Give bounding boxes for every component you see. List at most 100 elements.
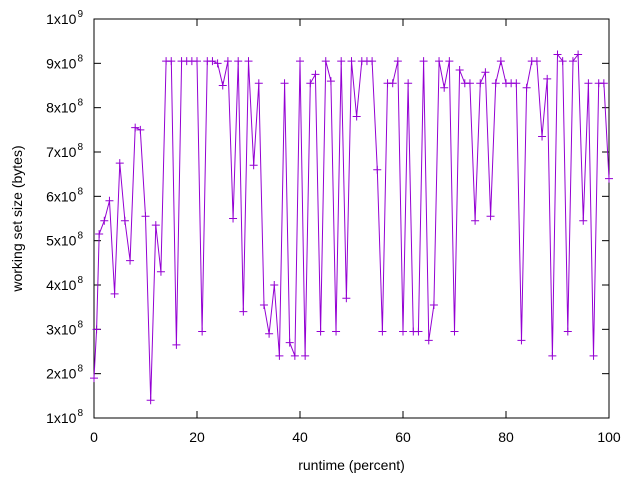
data-point-marker (352, 112, 361, 121)
data-point-marker (589, 351, 598, 360)
data-point-marker (568, 57, 577, 66)
data-point-marker (244, 57, 253, 66)
y-tick-label: 2x108 (46, 364, 83, 382)
data-point-marker (424, 336, 433, 345)
data-point-marker (471, 216, 480, 225)
y-tick-exponent: 8 (77, 142, 83, 153)
data-point-marker (311, 70, 320, 79)
data-point-marker (131, 123, 140, 132)
data-point-marker (481, 68, 490, 77)
data-point-marker (280, 79, 289, 88)
y-tick-label: 3x108 (46, 319, 83, 337)
y-tick-label: 4x108 (46, 275, 83, 293)
x-tick-label: 80 (498, 429, 514, 445)
y-tick-mantissa: 1x10 (46, 11, 77, 27)
y-tick-exponent: 8 (77, 98, 83, 109)
y-tick-exponent: 8 (77, 53, 83, 64)
data-point-marker (378, 327, 387, 336)
x-tick-label: 40 (292, 429, 308, 445)
data-point-marker (92, 325, 101, 334)
data-point-marker (404, 79, 413, 88)
series-working-set (90, 50, 613, 405)
data-point-marker (532, 57, 541, 66)
y-tick-label: 7x108 (46, 142, 83, 160)
data-point-marker (337, 57, 346, 66)
y-tick-exponent: 8 (77, 319, 83, 330)
y-tick-label: 5x108 (46, 231, 83, 249)
data-point-marker (512, 79, 521, 88)
data-point-marker (198, 327, 207, 336)
data-point-marker (90, 374, 98, 383)
x-tick-label: 20 (189, 429, 205, 445)
data-point-marker (429, 300, 438, 309)
data-point-marker (599, 79, 608, 88)
data-point-marker (218, 81, 227, 90)
data-point-marker (414, 327, 423, 336)
y-tick-label: 1x109 (46, 9, 83, 27)
data-point-marker (285, 338, 294, 347)
data-point-marker (172, 340, 181, 349)
data-point-marker (105, 196, 114, 205)
data-point-marker (265, 329, 274, 338)
y-tick-mantissa: 7x10 (46, 144, 77, 160)
y-tick-mantissa: 2x10 (46, 366, 77, 382)
data-point-marker (342, 294, 351, 303)
data-point-marker (146, 396, 155, 405)
y-axis-ticks: 1x1082x1083x1084x1085x1086x1087x1088x108… (46, 9, 609, 426)
data-point-marker (465, 79, 474, 88)
data-point-marker (301, 351, 310, 360)
data-point-marker (450, 327, 459, 336)
y-tick-exponent: 9 (77, 9, 83, 20)
data-point-marker (213, 59, 222, 68)
data-point-marker (558, 57, 567, 66)
x-tick-label: 0 (90, 429, 98, 445)
y-axis-label: working set size (bytes) (9, 145, 25, 292)
data-point-marker (141, 212, 150, 221)
data-point-marker (234, 57, 243, 66)
data-point-marker (491, 79, 500, 88)
data-point-marker (393, 57, 402, 66)
data-point-marker (136, 125, 145, 134)
y-tick-label: 1x108 (46, 408, 83, 426)
data-point-marker (496, 57, 505, 66)
data-point-marker (435, 57, 444, 66)
plot-frame (93, 18, 610, 419)
x-tick-label: 100 (597, 429, 621, 445)
data-point-marker (388, 79, 397, 88)
data-point-marker (332, 327, 341, 336)
data-point-marker (259, 300, 268, 309)
data-point-marker (445, 57, 454, 66)
series-line (93, 53, 610, 401)
data-point-marker (584, 79, 593, 88)
data-point-marker (126, 256, 135, 265)
y-tick-mantissa: 8x10 (46, 100, 77, 116)
x-axis-ticks: 0 20 40 60 80 100 (90, 19, 621, 445)
data-point-marker (270, 281, 279, 289)
data-point-marker (110, 289, 119, 298)
data-point-marker (455, 65, 464, 74)
y-tick-exponent: 8 (77, 275, 83, 286)
x-tick-label: 60 (395, 429, 411, 445)
data-point-marker (95, 230, 104, 239)
data-point-marker (151, 221, 160, 230)
data-point-marker (476, 79, 485, 88)
data-point-marker (156, 267, 165, 276)
data-point-marker (193, 57, 201, 66)
data-point-marker (347, 57, 356, 66)
y-tick-label: 8x108 (46, 98, 83, 116)
data-point-marker (538, 132, 547, 141)
y-tick-mantissa: 9x10 (46, 55, 77, 71)
data-point-marker (522, 83, 531, 92)
y-tick-mantissa: 3x10 (46, 321, 77, 337)
data-point-marker (543, 74, 552, 83)
data-point-marker (517, 336, 526, 345)
data-point-marker (605, 174, 613, 183)
y-tick-mantissa: 4x10 (46, 277, 77, 293)
data-point-marker (208, 57, 217, 66)
y-tick-mantissa: 5x10 (46, 233, 77, 249)
data-point-marker (229, 214, 238, 223)
data-point-marker (290, 351, 299, 360)
data-point-marker (399, 327, 407, 336)
data-point-marker (275, 351, 284, 360)
data-point-marker (574, 50, 583, 59)
